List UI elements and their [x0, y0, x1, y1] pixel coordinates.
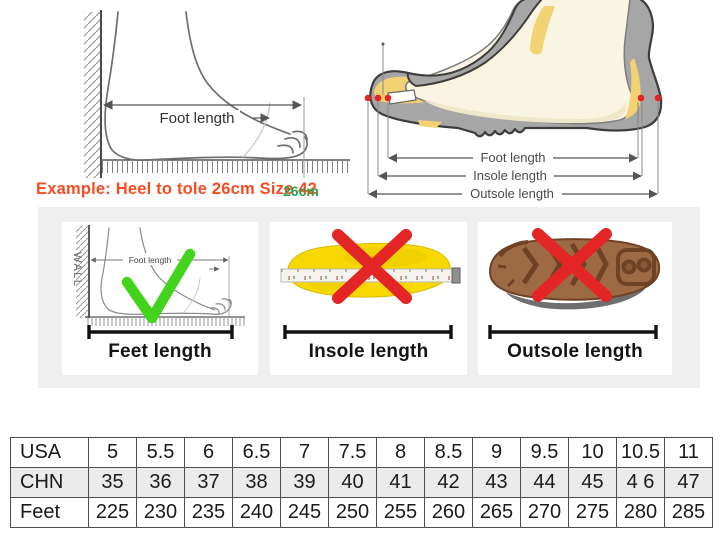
size-cell: 10 — [568, 437, 617, 468]
size-cell: 47 — [664, 467, 713, 498]
outsole-illustration — [488, 228, 661, 339]
panel-outsole-length: Outsole length — [478, 222, 672, 375]
size-row: Feet 225 230 235 240 245 250 255 260 265 270 275 280… — [10, 497, 713, 528]
size-table-body: USA 5 5.5 6 6.5 7 7.5 8 8.5 9 9.5 10 10.5 11 CHN 35 36 37… — [10, 437, 713, 528]
panel-caption: Outsole length — [507, 341, 643, 362]
panel-caption: Feet length — [108, 341, 212, 362]
size-cell: 7 — [280, 437, 329, 468]
size-cell: 42 — [424, 467, 473, 498]
size-row: CHN 35 36 37 38 39 40 41 42 43 44 45 4 6 47 — [10, 467, 713, 498]
size-cell: 10.5 — [616, 437, 665, 468]
size-cell: 11 — [664, 437, 713, 468]
size-cell: 37 — [184, 467, 233, 498]
size-cell: 275 — [568, 497, 617, 528]
length-bracket — [488, 325, 658, 339]
mini-dimension: Foot length — [90, 253, 230, 317]
size-row-label: Feet — [10, 497, 89, 528]
size-cell: 250 — [328, 497, 377, 528]
insole-length-label: Insole length — [473, 168, 547, 183]
foot-length-label: Foot length — [159, 110, 234, 127]
size-cell: 5.5 — [136, 437, 185, 468]
shoe-collar-strap — [406, 0, 543, 88]
size-cell: 35 — [88, 467, 137, 498]
panel-feet-length: WALL Foot length — [62, 222, 258, 375]
size-cell: 245 — [280, 497, 329, 528]
size-cell: 8 — [376, 437, 425, 468]
size-cell: 9.5 — [520, 437, 569, 468]
size-cell: 5 — [88, 437, 137, 468]
foot-outline — [104, 11, 308, 162]
outsole-length-dimension: Outsole length — [368, 186, 658, 201]
size-cell: 225 — [88, 497, 137, 528]
size-cell: 9 — [472, 437, 521, 468]
outsole-length-label: Outsole length — [470, 186, 554, 201]
size-cell: 4 6 — [616, 467, 665, 498]
length-bracket — [87, 325, 234, 339]
size-cell: 45 — [568, 467, 617, 498]
length-bracket — [283, 325, 453, 339]
size-cell: 6 — [184, 437, 233, 468]
size-row-label: USA — [10, 437, 89, 468]
size-row: USA 5 5.5 6 6.5 7 7.5 8 8.5 9 9.5 10 10.5 11 — [10, 437, 713, 468]
x-icon — [332, 229, 412, 304]
size-cell: 285 — [664, 497, 713, 528]
size-cell: 280 — [616, 497, 665, 528]
shoe-cross-section-diagram: Foot length Insole length Outsole length — [364, 0, 663, 201]
check-icon — [121, 248, 196, 324]
size-cell: 39 — [280, 467, 329, 498]
size-cell: 235 — [184, 497, 233, 528]
ruler — [100, 159, 350, 173]
wall-hatching — [76, 226, 89, 318]
ruler — [85, 316, 245, 326]
insole-length-dimension: Insole length — [378, 168, 642, 183]
foot-length-dimension: Foot length — [388, 150, 638, 165]
size-cell: 6.5 — [232, 437, 281, 468]
size-cell: 255 — [376, 497, 425, 528]
dimension-lines — [367, 42, 659, 194]
ruler-measurement-value: 26cm — [283, 183, 319, 199]
foot-length-dimension: Foot length — [103, 97, 305, 178]
size-cell: 8.5 — [424, 437, 473, 468]
size-cell: 270 — [520, 497, 569, 528]
size-cell: 265 — [472, 497, 521, 528]
size-row-label: CHN — [10, 467, 89, 498]
foot-length-label: Foot length — [129, 255, 172, 265]
size-cell: 260 — [424, 497, 473, 528]
size-cell: 38 — [232, 467, 281, 498]
size-table: USA 5 5.5 6 6.5 7 7.5 8 8.5 9 9.5 10 10.5 11 CHN 35 36 37… — [10, 437, 713, 528]
x-icon — [532, 228, 612, 302]
panel-insole-length: Insole length — [270, 222, 467, 375]
foot-measure-diagram: Foot length — [84, 10, 350, 178]
size-cell: 240 — [232, 497, 281, 528]
example-text: Example: Heel to tole 26cm Size 42 — [36, 180, 317, 198]
size-cell: 7.5 — [328, 437, 377, 468]
size-cell: 43 — [472, 467, 521, 498]
wall-label: WALL — [71, 252, 83, 288]
foot-length-label: Foot length — [480, 150, 545, 165]
size-cell: 41 — [376, 467, 425, 498]
shoe-body — [369, 0, 663, 138]
wall-hatching — [84, 10, 102, 178]
size-cell: 230 — [136, 497, 185, 528]
insole-illustration — [280, 229, 461, 339]
panel-caption: Insole length — [308, 341, 429, 362]
size-cell: 40 — [328, 467, 377, 498]
size-cell: 44 — [520, 467, 569, 498]
measure-points — [364, 94, 662, 102]
size-cell: 36 — [136, 467, 185, 498]
feet-measure-illustration: WALL Foot length — [71, 225, 245, 339]
